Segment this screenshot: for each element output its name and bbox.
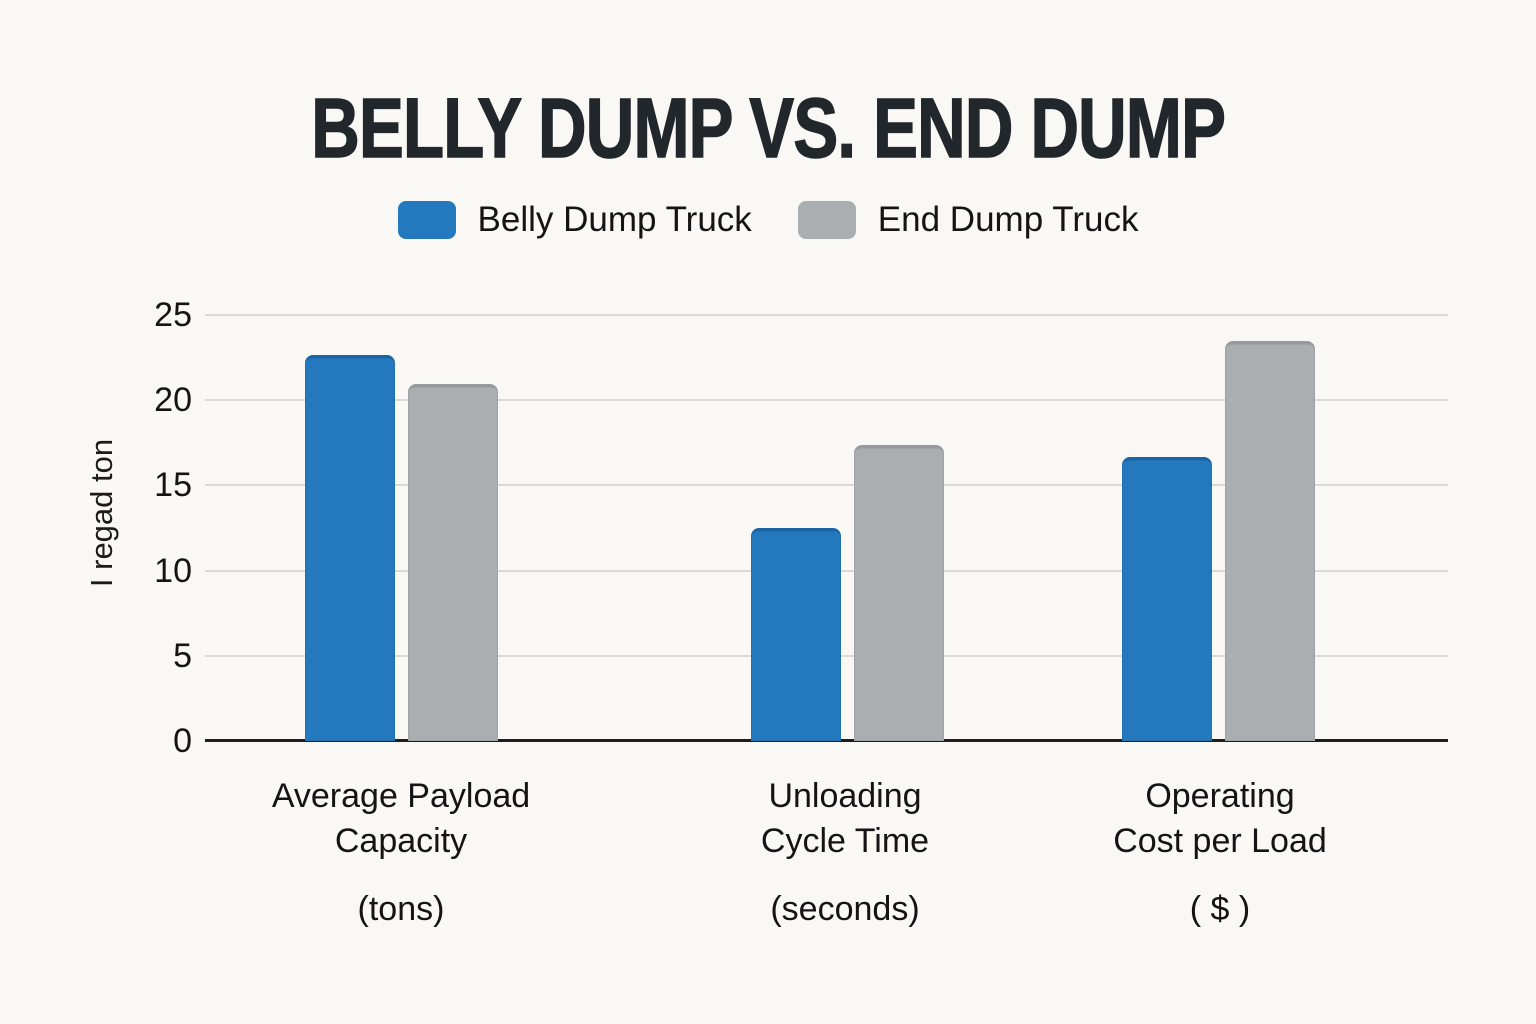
category-line2: Cycle Time bbox=[760, 822, 930, 860]
y-tick-label-5: 5 bbox=[173, 636, 192, 675]
chart-title: BELLY DUMP VS. END DUMP bbox=[0, 80, 1536, 177]
legend-label-belly-dump: Belly Dump Truck bbox=[477, 200, 752, 239]
y-tick-label-20: 20 bbox=[154, 381, 192, 420]
legend-label-end-dump: End Dump Truck bbox=[877, 200, 1139, 239]
legend: Belly Dump Truck End Dump Truck bbox=[0, 200, 1536, 240]
category-line1: Average Payload bbox=[271, 777, 531, 815]
category-line1: Operating bbox=[1145, 777, 1295, 815]
plot-area bbox=[205, 314, 1448, 742]
gridline-25 bbox=[205, 314, 1448, 316]
legend-swatch-belly-dump bbox=[397, 201, 456, 239]
legend-item-belly-dump: Belly Dump Truck bbox=[397, 200, 752, 240]
category-unit: (tons) bbox=[357, 890, 445, 928]
gridline-15 bbox=[205, 484, 1448, 487]
y-tick-label-10: 10 bbox=[154, 551, 192, 590]
y-tick-label-15: 15 bbox=[154, 466, 192, 505]
category-label-3: Operating Cost per Load ( $ ) bbox=[1010, 774, 1430, 932]
bar-end-dump-truck-2 bbox=[853, 444, 944, 741]
bar-end-dump-truck-3 bbox=[1225, 340, 1315, 741]
bar-end-dump-truck-1 bbox=[408, 383, 498, 741]
gridline-20 bbox=[205, 399, 1448, 402]
legend-swatch-end-dump bbox=[797, 201, 856, 239]
bar-belly-dump-truck-3 bbox=[1122, 456, 1212, 741]
bar-belly-dump-truck-1 bbox=[305, 354, 395, 741]
category-label-1: Average Payload Capacity (tons) bbox=[191, 774, 611, 932]
category-line2: Capacity bbox=[334, 822, 468, 860]
y-tick-label-0: 0 bbox=[173, 722, 192, 760]
bar-belly-dump-truck-2 bbox=[750, 528, 841, 741]
category-unit: (seconds) bbox=[770, 890, 920, 928]
category-line2: Cost per Load bbox=[1113, 822, 1327, 860]
y-tick-label-25: 25 bbox=[154, 296, 192, 334]
category-unit: ( $ ) bbox=[1189, 890, 1251, 928]
category-label-2: Unloading Cycle Time (seconds) bbox=[635, 774, 1055, 932]
legend-item-end-dump: End Dump Truck bbox=[797, 200, 1139, 240]
chart-title-text: BELLY DUMP VS. END DUMP bbox=[310, 80, 1226, 176]
category-line1: Unloading bbox=[768, 777, 922, 815]
